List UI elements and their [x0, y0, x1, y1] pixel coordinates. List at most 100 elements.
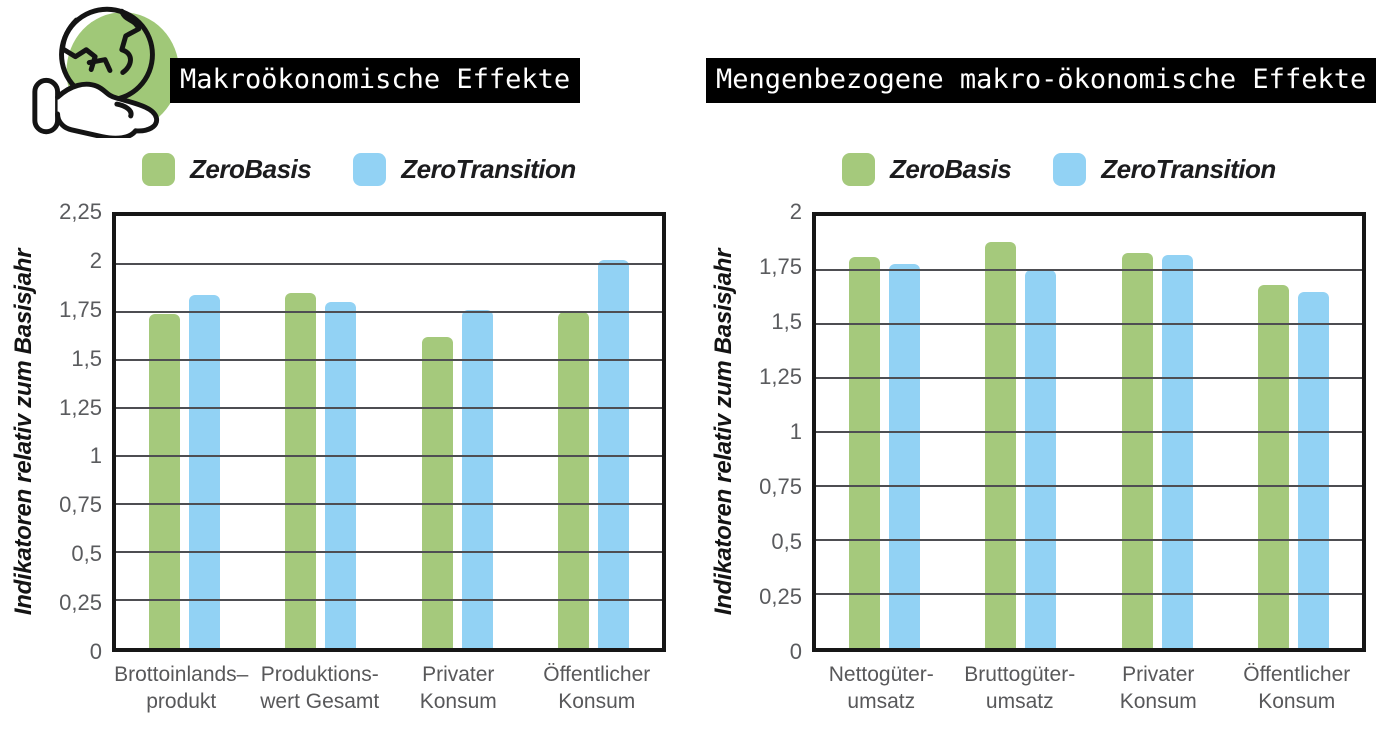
- plot-area: [112, 212, 666, 652]
- gridline: [116, 263, 662, 266]
- zerobasis-swatch: [142, 152, 175, 186]
- gridline: [116, 455, 662, 458]
- bar-zerotransition: [188, 294, 220, 648]
- zerotransition-swatch: [1053, 152, 1087, 186]
- legend: ZeroBasis ZeroTransition: [700, 140, 1400, 198]
- plot-area: [812, 212, 1366, 652]
- bars-layer: [816, 216, 1362, 648]
- zerobasis-label: ZeroBasis: [190, 153, 312, 184]
- bar-group: [953, 216, 1090, 648]
- chart-title: Makroökonomische Effekte: [170, 58, 581, 103]
- bar-zerotransition: [1161, 254, 1193, 648]
- panel-header: Makroökonomische Effekte: [0, 0, 700, 141]
- bar-group: [526, 216, 663, 648]
- bar-zerobasis: [558, 312, 590, 648]
- gridline: [816, 593, 1362, 595]
- x-category-label: Produktions- wert Gesamt: [260, 663, 380, 713]
- chart-panel-quantity: Mengenbezogene makro-ökonomische Effekte…: [700, 0, 1400, 739]
- y-tick-label: 1,5: [771, 309, 802, 334]
- legend-item-zerotransition: ZeroTransition: [353, 152, 576, 186]
- gridline: [816, 377, 1362, 379]
- bar-zerobasis: [148, 313, 180, 648]
- bar-group: [816, 216, 953, 648]
- x-category-label: Privater Konsum: [1119, 663, 1197, 713]
- y-tick-label: 0,5: [71, 541, 102, 567]
- bar-group: [116, 216, 253, 648]
- y-axis-ticks: 0 0,25 0,5 0,75 1 1,25 1,5 1,75 2 2,25: [48, 199, 112, 664]
- gridline: [116, 551, 662, 554]
- legend-item-zerobasis: ZeroBasis: [142, 152, 312, 186]
- y-tick-label: 1,25: [59, 394, 102, 420]
- x-axis-labels: Brottoinlands– produkt Produktions- wert …: [112, 652, 666, 716]
- x-category-label: Nettogüter- umsatz: [828, 663, 934, 713]
- x-category-label: Privater Konsum: [419, 663, 497, 713]
- bars-layer: [116, 216, 662, 648]
- x-axis-labels: Nettogüter- umsatz Bruttogüter- umsatz Pri…: [812, 652, 1366, 716]
- bar-zerobasis: [1258, 285, 1290, 648]
- y-tick-label: 1: [789, 419, 802, 444]
- bar-zerotransition: [461, 310, 493, 648]
- gridline: [116, 503, 662, 506]
- y-tick-label: 0: [89, 639, 102, 664]
- y-tick-label: 0,25: [759, 584, 802, 609]
- gridline: [816, 485, 1362, 487]
- y-tick-label: 0,75: [759, 474, 802, 499]
- y-tick-label: 1,75: [759, 254, 802, 279]
- bar-group: [1226, 216, 1363, 648]
- bar-chart-quantity: Indikatoren relativ zum Basisjahr 0 0,25 0…: [700, 199, 1400, 716]
- gridline: [816, 431, 1362, 433]
- bar-zerobasis: [421, 336, 453, 648]
- y-axis-ticks: 0 0,25 0,5 0,75 1 1,25 1,5 1,75 2: [748, 199, 812, 664]
- legend: ZeroBasis ZeroTransition: [0, 140, 700, 198]
- bar-zerobasis: [285, 292, 317, 648]
- bar-zerobasis: [1121, 252, 1153, 648]
- gridline: [116, 407, 662, 409]
- gridline: [816, 323, 1362, 325]
- bar-chart-macro: Indikatoren relativ zum Basisjahr 0 0,25 0…: [0, 199, 700, 716]
- bar-zerotransition: [1025, 270, 1057, 648]
- y-tick-label: 1,5: [71, 345, 102, 371]
- zerotransition-swatch: [353, 152, 387, 186]
- bar-group: [253, 216, 390, 648]
- bar-zerotransition: [325, 302, 357, 648]
- y-tick-label: 0: [789, 639, 802, 664]
- gridline: [116, 359, 662, 362]
- y-tick-label: 0,75: [59, 492, 102, 518]
- gridline: [816, 539, 1362, 541]
- y-tick-label: 2: [89, 247, 102, 273]
- chart-panel-macro: Makroökonomische Effekte ZeroBasis ZeroT…: [0, 0, 700, 716]
- zerotransition-label: ZeroTransition: [1101, 153, 1276, 184]
- y-tick-label: 1,75: [59, 296, 102, 322]
- y-axis-title: Indikatoren relativ zum Basisjahr: [10, 248, 37, 616]
- y-tick-label: 0,5: [771, 529, 802, 554]
- bar-zerotransition: [598, 260, 630, 648]
- legend-item-zerotransition: ZeroTransition: [1053, 152, 1276, 186]
- bar-zerobasis: [985, 241, 1017, 648]
- x-category-label: Brottoinlands– produkt: [114, 663, 249, 713]
- y-tick-label: 0,25: [59, 590, 102, 616]
- x-category-label: Bruttogüter- umsatz: [964, 663, 1076, 713]
- zerotransition-label: ZeroTransition: [401, 153, 576, 184]
- y-axis-title-cell: Indikatoren relativ zum Basisjahr: [0, 212, 48, 652]
- panel-header: Mengenbezogene makro-ökonomische Effekte: [700, 0, 1400, 140]
- bar-zerotransition: [888, 263, 920, 648]
- gridline: [116, 311, 662, 313]
- bar-group: [1089, 216, 1226, 648]
- y-axis-title: Indikatoren relativ zum Basisjahr: [710, 248, 737, 616]
- zerobasis-swatch: [842, 152, 875, 186]
- y-axis-title-cell: Indikatoren relativ zum Basisjahr: [700, 212, 748, 652]
- x-category-label: Öffentlicher Konsum: [543, 663, 651, 713]
- hand-holding-earth-icon: [22, 2, 190, 141]
- bar-group: [389, 216, 526, 648]
- bar-zerobasis: [848, 257, 880, 648]
- gridline: [116, 599, 662, 602]
- chart-title: Mengenbezogene makro-ökonomische Effekte: [706, 58, 1377, 103]
- bar-zerotransition: [1298, 291, 1330, 648]
- zerobasis-label: ZeroBasis: [890, 153, 1012, 184]
- y-tick-label: 2: [789, 199, 802, 224]
- y-tick-label: 1: [89, 443, 102, 469]
- x-category-label: Öffentlicher Konsum: [1243, 663, 1351, 713]
- legend-item-zerobasis: ZeroBasis: [842, 152, 1012, 186]
- y-tick-label: 2,25: [59, 199, 102, 224]
